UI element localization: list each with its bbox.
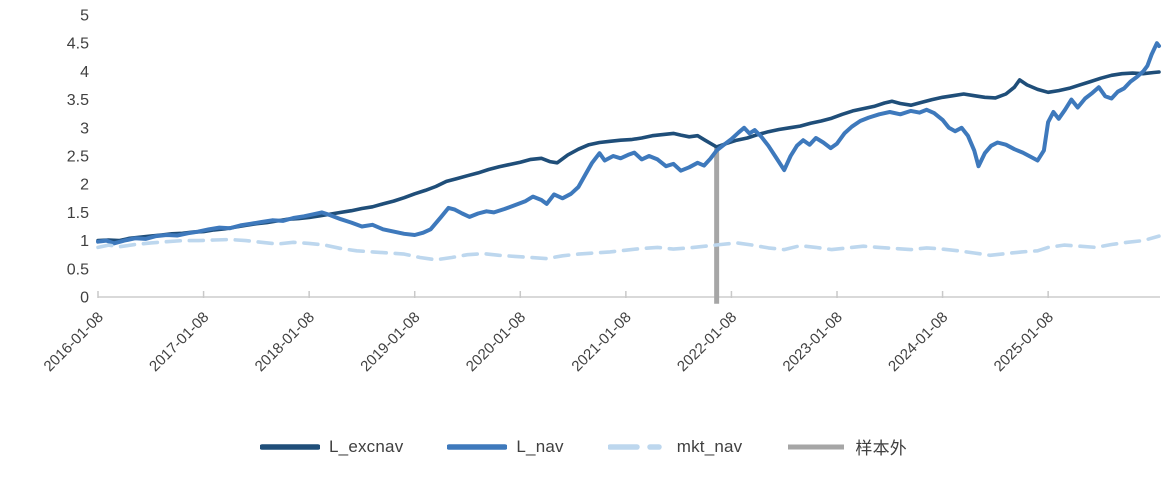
legend-label-sample-out: 样本外 [855,439,907,458]
legend: L_excnav L_nav mkt_nav 样本外 [0,434,1167,459]
y-tick-label: 3.5 [67,92,89,109]
legend-swatch-mkt-nav-icon [607,443,668,450]
legend-swatch-l-nav-icon [447,443,508,450]
x-tick-label: 2019-01-08 [357,309,423,375]
x-tick-label: 2021-01-08 [568,309,634,375]
x-tick-label: 2020-01-08 [463,309,529,375]
x-tick-label: 2023-01-08 [780,309,846,375]
x-tick-label: 2024-01-08 [885,309,951,375]
y-tick-label: 4.5 [67,36,89,53]
legend-label-l-nav: L_nav [516,436,564,456]
x-tick-label: 2025-01-08 [991,309,1057,375]
y-tick-label: 0.5 [67,261,89,278]
y-tick-label: 3 [80,120,89,137]
legend-label-mkt-nav: mkt_nav [676,436,743,456]
series-line-mkt-nav [96,234,1161,262]
x-tick-label: 2022-01-08 [674,309,740,375]
y-tick-label: 2 [80,177,89,194]
y-tick-label: 1 [80,233,89,250]
y-tick-label: 0 [80,290,89,307]
x-tick-label: 2016-01-08 [41,309,107,375]
y-tick-label: 1.5 [67,205,89,222]
y-tick-label: 5 [80,8,89,25]
y-tick-label: 2.5 [67,149,89,166]
legend-item-sample-out: 样本外 [786,434,907,459]
y-tick-label: 4 [80,64,89,81]
legend-swatch-l-excnav-icon [260,443,321,450]
x-tick-label: 2018-01-08 [252,309,318,375]
legend-item-l-nav: L_nav [447,436,564,457]
legend-item-l-excnav: L_excnav [260,437,403,457]
legend-item-mkt-nav: mkt_nav [607,436,743,457]
series-line-l-nav [96,41,1161,246]
x-tick-label: 2017-01-08 [146,309,212,375]
legend-label-l-excnav: L_excnav [329,436,404,456]
legend-swatch-sample-out-icon [788,444,845,449]
